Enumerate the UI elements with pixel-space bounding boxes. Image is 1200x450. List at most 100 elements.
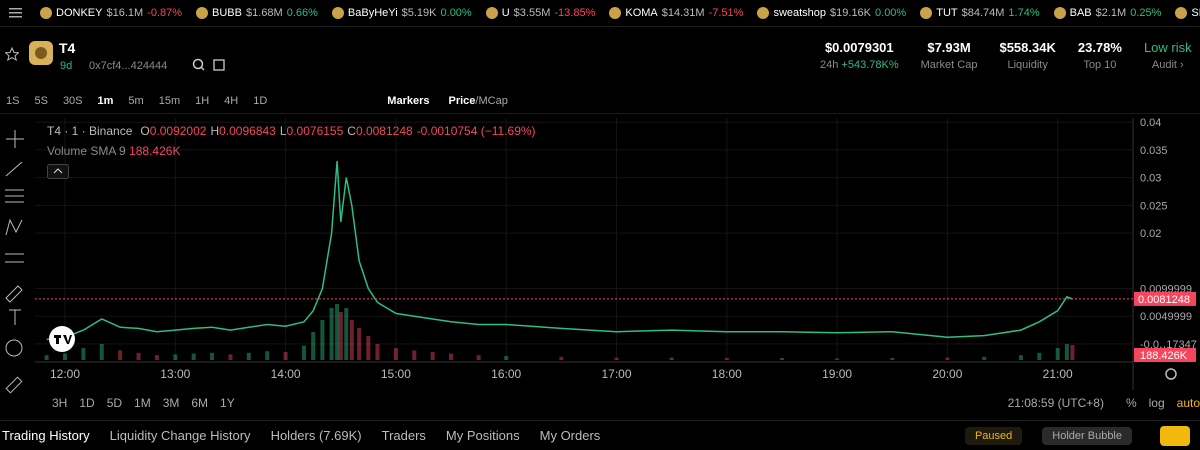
star-icon[interactable] [5, 47, 19, 61]
ticker-item[interactable]: KOMA $14.31M -7.51% [609, 7, 743, 19]
option[interactable]: log [1148, 396, 1165, 410]
stat-label: Audit › [1151, 59, 1184, 71]
menu-icon[interactable] [8, 5, 24, 21]
ticker-item[interactable]: BUBB $1.68M 0.66% [196, 7, 318, 19]
volume-label: Volume SMA 9 [47, 144, 126, 158]
token-symbol: T4 [59, 40, 76, 56]
ticker-icon [331, 7, 344, 19]
ticker-change: 0.00% [875, 7, 907, 19]
stat: $558.34K Liquidity [999, 40, 1055, 71]
interval[interactable]: 5m [128, 94, 144, 107]
option[interactable]: % [1125, 396, 1137, 410]
volume-bar [338, 312, 343, 360]
ticker-item[interactable]: U $3.55M -13.85% [485, 7, 596, 19]
ticker-item[interactable]: BAB $2.1M 0.25% [1053, 7, 1162, 19]
x-tick-label: 21:00 [1043, 367, 1073, 381]
ohlc-key: C [347, 124, 356, 138]
ticker-item[interactable]: DONKEY $16.1M -0.87% [40, 7, 182, 19]
volume-bar [476, 355, 481, 360]
ticker-change: -13.85% [554, 7, 596, 19]
tab[interactable]: Holders (7.69K) [270, 428, 362, 443]
volume-bar [136, 352, 141, 360]
x-tick-label: 14:00 [271, 367, 301, 381]
volume-bar [430, 352, 435, 360]
chart-title: T4 · 1 · Binance [47, 124, 133, 138]
volume-bar [311, 332, 316, 360]
ticker-change: 0.25% [1130, 7, 1162, 19]
y-tick-label: 0.03 [1140, 173, 1161, 185]
range[interactable]: 1M [134, 396, 151, 410]
mcap: MCap [478, 94, 508, 107]
volume-bar [1037, 352, 1042, 360]
volume-bar [228, 354, 233, 360]
ticker-change: -7.51% [708, 7, 744, 19]
range[interactable]: 1Y [220, 396, 235, 410]
range[interactable]: 1D [79, 396, 95, 410]
tab[interactable]: My Orders [539, 428, 601, 443]
token-logo [29, 41, 53, 65]
holder-bubble-button[interactable]: Holder Bubble [1042, 426, 1132, 445]
volume-bar [614, 357, 619, 360]
settings-icon[interactable] [1165, 368, 1177, 380]
tab[interactable]: Trading History [2, 428, 90, 443]
search-share-icons[interactable] [192, 57, 228, 73]
stat: $7.93M Market Cap [921, 40, 978, 71]
tab[interactable]: Liquidity Change History [109, 428, 251, 443]
stat-label: Market Cap [920, 59, 978, 71]
volume-bar [118, 350, 123, 360]
price-mcap[interactable]: Price/MCap [449, 95, 508, 107]
ticker-value: $2.1M [1095, 7, 1127, 19]
ticker-symbol: sweatshop [773, 7, 827, 19]
interval[interactable]: 15m [158, 94, 181, 107]
paused-button[interactable]: Paused [964, 426, 1023, 445]
tab[interactable]: My Positions [445, 428, 520, 443]
markers[interactable]: Markers [387, 94, 430, 107]
interval[interactable]: 5S [34, 94, 48, 107]
ticker-icon [757, 7, 770, 19]
range[interactable]: 6M [191, 396, 209, 410]
range[interactable]: 5D [106, 396, 123, 410]
ticker-value: $19.16K [830, 7, 872, 19]
ohlc-key: L [279, 124, 287, 138]
ticker-item[interactable]: sweatshop $19.16K 0.00% [757, 7, 906, 19]
x-tick-label: 12:00 [50, 367, 80, 381]
coin-button[interactable] [1160, 425, 1190, 446]
last-price-label: 0.0081248 [1138, 294, 1190, 306]
y-tick-label: -0.0‥17347 [1140, 339, 1197, 351]
ticker-item[interactable]: BaByHeYi $5.19K 0.00% [331, 7, 472, 19]
stat-change: +543.78K% [841, 59, 899, 71]
ticker-value: $5.19K [401, 7, 437, 19]
ticker-item[interactable]: SHELL$60.7M0.73% [1175, 7, 1200, 19]
y-tick-label: 0.035 [1140, 145, 1168, 157]
range[interactable]: 3H [52, 396, 68, 410]
interval[interactable]: 4H [224, 94, 239, 107]
collapse-legend[interactable] [47, 164, 69, 179]
volume-bar [349, 320, 354, 360]
range[interactable]: 3M [162, 396, 180, 410]
token-address[interactable]: 0x7cf4...424444 [89, 60, 168, 72]
interval[interactable]: 30S [62, 94, 83, 107]
drawing-tools[interactable] [0, 120, 32, 395]
option[interactable]: auto [1176, 396, 1200, 410]
ticker-item[interactable]: TUT $84.74M 1.74% [920, 7, 1040, 19]
token-age: 9d [60, 60, 73, 72]
ohlc-value: 0.0081248 [355, 124, 413, 138]
ticker-value: $1.68M [246, 7, 283, 19]
volume-bar [1064, 344, 1069, 360]
interval[interactable]: 1D [253, 94, 268, 107]
volume-bar [265, 351, 270, 360]
volume-tag [1134, 348, 1196, 362]
x-tick-label: 15:00 [381, 367, 411, 381]
ticker-icon [40, 7, 52, 19]
stat-label: Top 10 [1083, 59, 1117, 71]
volume-bar [329, 308, 334, 360]
stat-value: $558.34K [999, 40, 1056, 55]
chart-legend: T4 · 1 · Binance O0.0092002 H0.0096843 L0.0… [47, 124, 536, 138]
interval[interactable]: 1S [6, 94, 20, 107]
tab[interactable]: Traders [381, 428, 426, 443]
stat: 23.78% Top 10 [1078, 40, 1122, 71]
interval[interactable]: 1m [97, 94, 114, 107]
interval[interactable]: 1H [195, 94, 210, 107]
stat-value: 23.78% [1077, 40, 1122, 55]
